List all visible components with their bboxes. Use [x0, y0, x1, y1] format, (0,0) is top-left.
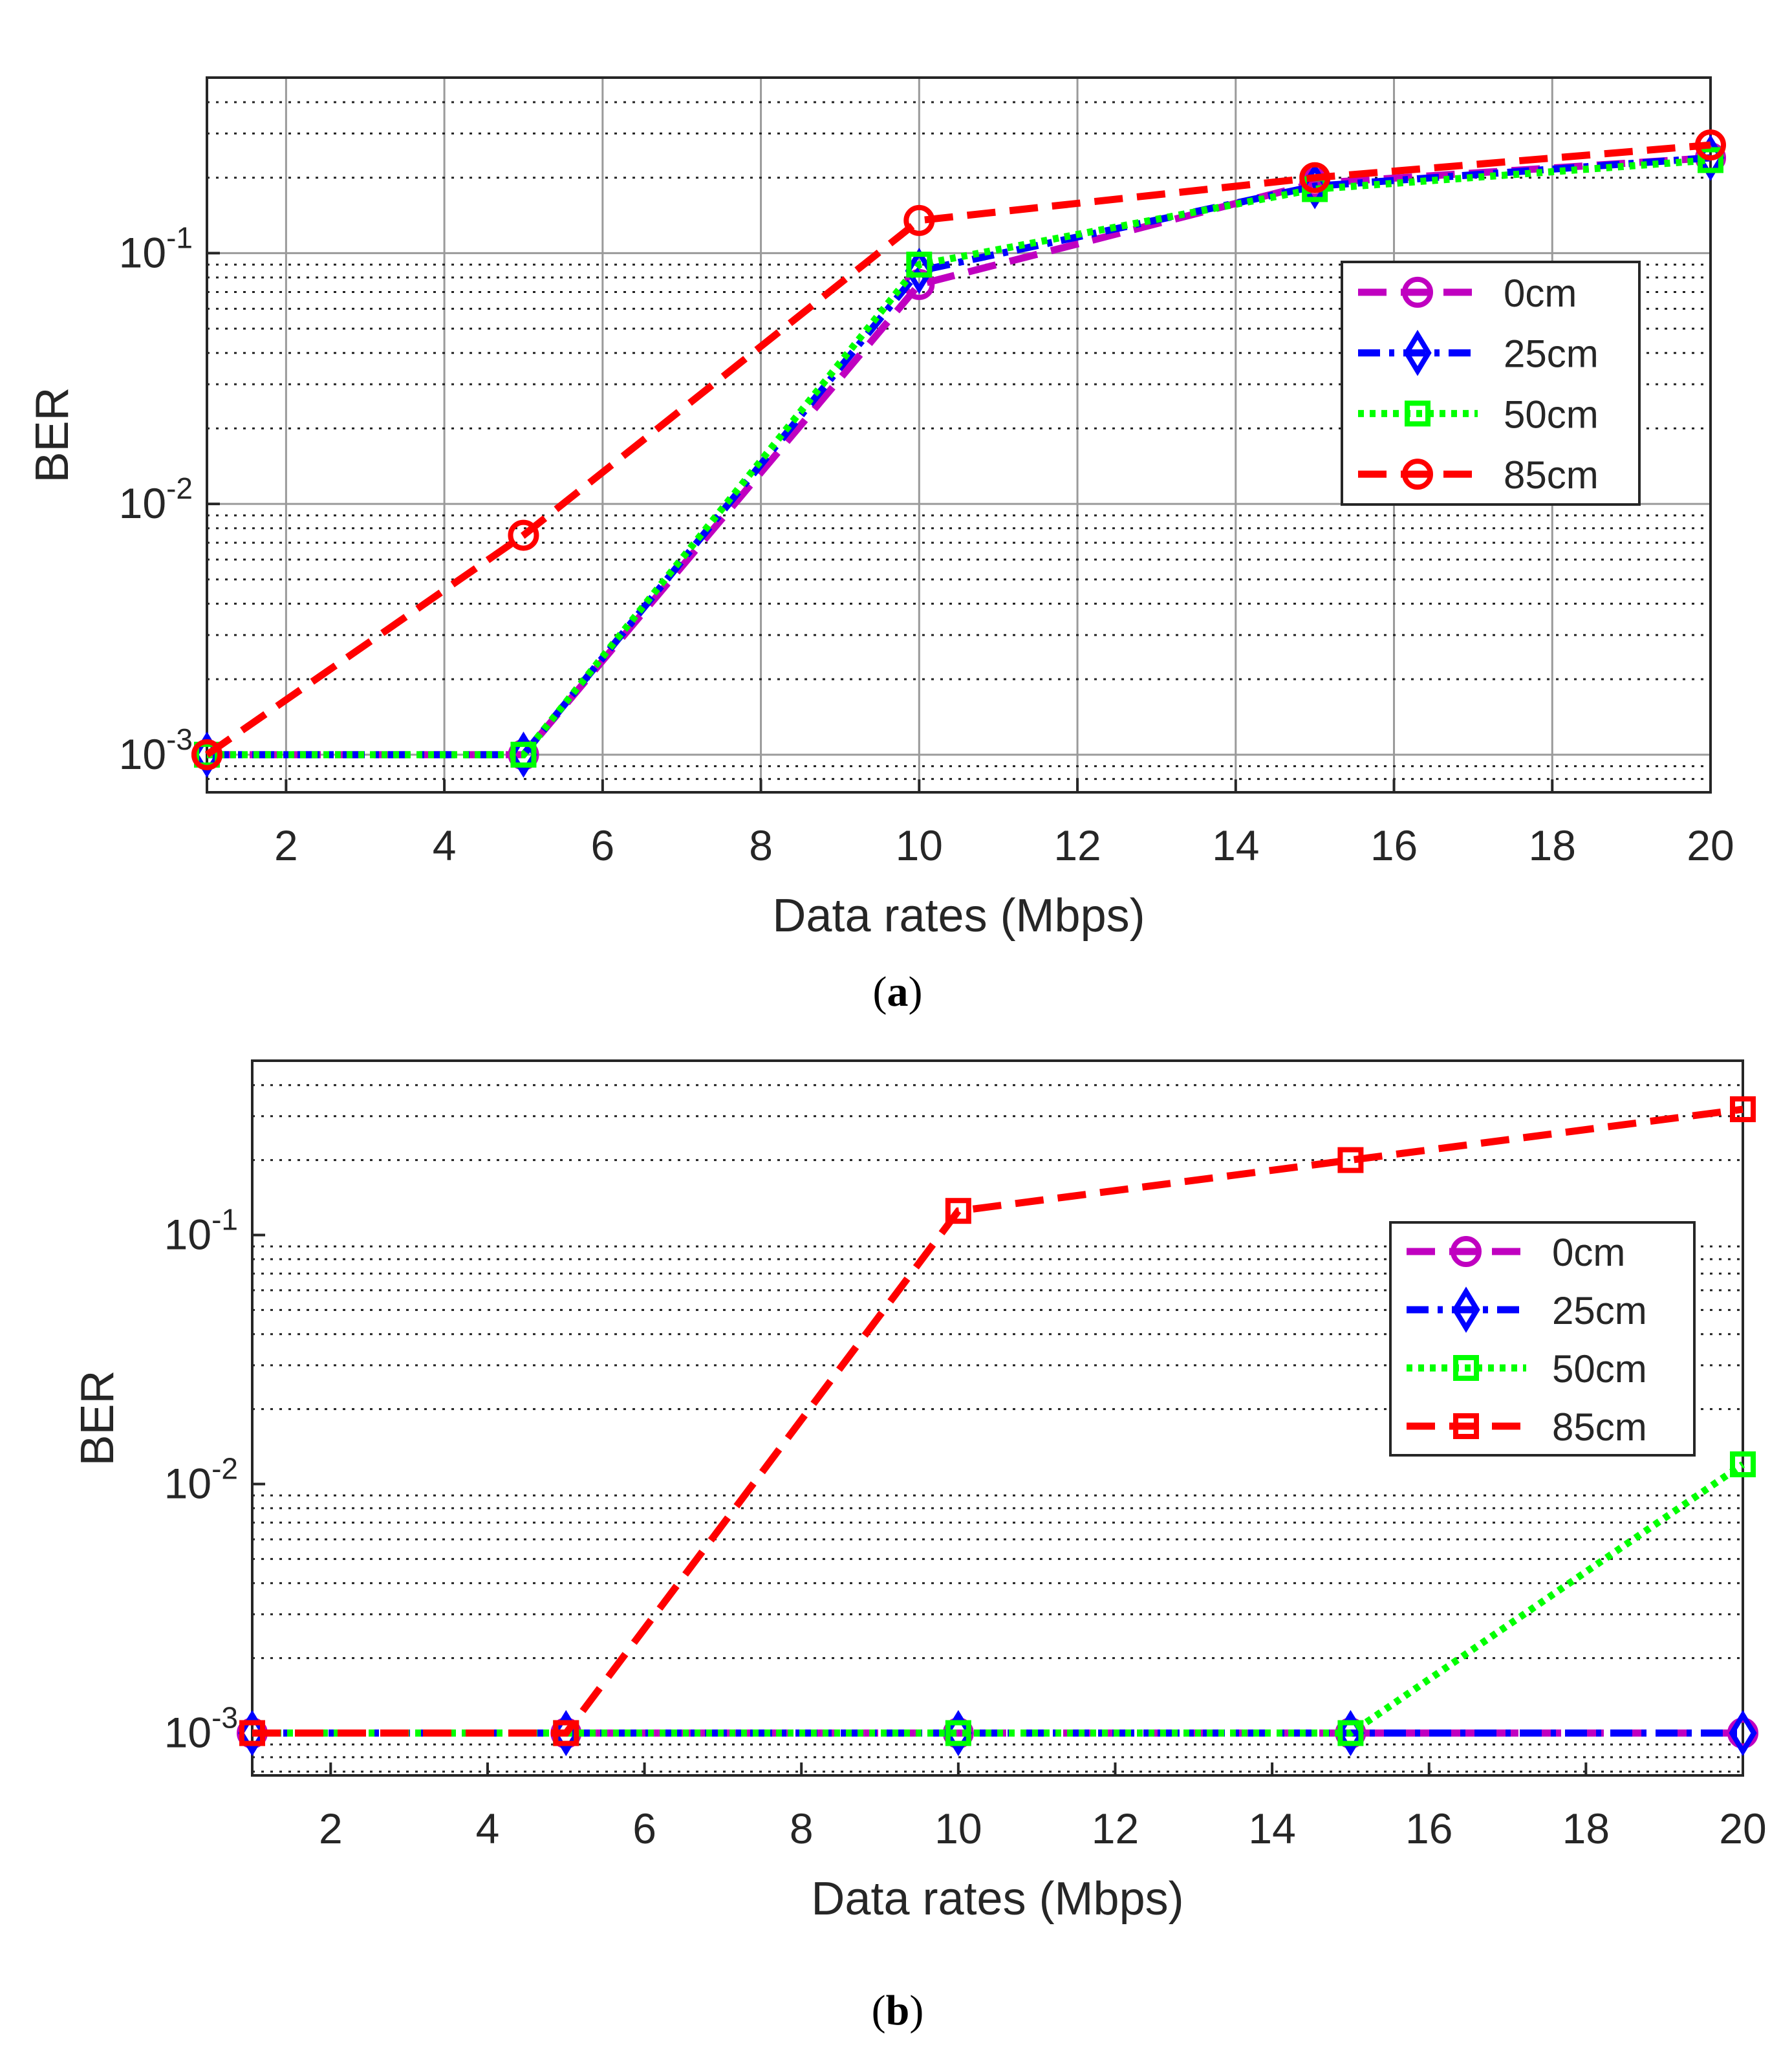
- x-tick-label: 6: [632, 1805, 656, 1852]
- chart-panel-a: 2 4 6 8 10 12 14 16 18 20 10-3 10-2 10-1 Data rates (…: [27, 76, 1734, 1015]
- data-point-85cm: [1337, 1147, 1364, 1173]
- legend-marker-25cm: [1452, 1286, 1480, 1333]
- data-point-25cm: [1729, 1709, 1757, 1757]
- legend-marker-50cm: [1453, 1355, 1479, 1381]
- data-point-85cm: [239, 1720, 265, 1746]
- data-point-25cm: [238, 1709, 266, 1757]
- x-tick-label: 4: [476, 1805, 500, 1852]
- legend-marker-0cm: [1402, 276, 1433, 308]
- x-tick-label: 8: [749, 821, 773, 869]
- legend-label-25cm: 25cm: [1552, 1289, 1647, 1332]
- series-line-85cm: [204, 141, 1711, 758]
- data-point-85cm: [553, 1720, 579, 1746]
- legend-label-50cm: 50cm: [1504, 393, 1599, 436]
- legend-marker-50cm: [1405, 400, 1430, 427]
- data-point-85cm: [1730, 1096, 1756, 1123]
- y-tick-label: 10-1: [164, 1203, 238, 1259]
- series-line-85cm: [252, 1105, 1743, 1737]
- x-tick-label: 12: [1092, 1805, 1139, 1852]
- data-point-85cm: [191, 739, 222, 770]
- x-axis-label: Data rates (Mbps): [811, 1873, 1183, 1925]
- data-point-50cm: [906, 252, 933, 278]
- legend-marker-85cm: [1453, 1413, 1479, 1439]
- y-tick-label: 10-2: [119, 472, 193, 527]
- plot-area-frame: [251, 1059, 1744, 1777]
- legend-marker-25cm: [1403, 329, 1432, 376]
- legend-label-85cm: 85cm: [1552, 1405, 1647, 1449]
- data-point-50cm: [510, 741, 537, 768]
- data-point-85cm: [1695, 129, 1726, 161]
- x-axis-label: Data rates (Mbps): [772, 890, 1145, 942]
- y-axis-label: BER: [72, 1370, 124, 1466]
- legend-marker-0cm: [1451, 1236, 1482, 1267]
- x-tick-label: 14: [1248, 1805, 1295, 1852]
- data-point-50cm: [1730, 1451, 1756, 1478]
- panel-caption: (b): [872, 1987, 924, 2034]
- data-point-85cm: [1299, 162, 1331, 193]
- x-tick-label: 20: [1719, 1805, 1766, 1852]
- x-tick-label: 2: [319, 1805, 343, 1852]
- series-line-25cm: [207, 154, 1711, 759]
- legend-label-25cm: 25cm: [1504, 332, 1599, 376]
- x-tick-label: 8: [790, 1805, 814, 1852]
- data-point-50cm: [945, 1720, 971, 1746]
- y-tick-label: 10-1: [119, 221, 193, 276]
- legend-marker-85cm: [1402, 459, 1433, 490]
- y-tick-label: 10-3: [119, 722, 193, 778]
- x-tick-label: 12: [1053, 821, 1101, 869]
- legend-box: [1389, 1221, 1696, 1457]
- legend-label-0cm: 0cm: [1504, 272, 1577, 315]
- data-point-50cm: [1337, 1720, 1364, 1746]
- x-tick-label: 4: [433, 821, 457, 869]
- x-tick-label: 18: [1529, 821, 1576, 869]
- y-axis-label: BER: [27, 387, 78, 482]
- data-point-85cm: [945, 1198, 971, 1224]
- data-point-85cm: [508, 519, 539, 551]
- x-tick-label: 6: [590, 821, 614, 869]
- y-tick-label: 10-2: [164, 1452, 238, 1508]
- legend-label-0cm: 0cm: [1552, 1231, 1625, 1274]
- data-point-25cm: [905, 248, 933, 294]
- series-line-0cm: [207, 154, 1711, 759]
- x-tick-label: 16: [1405, 1805, 1452, 1852]
- x-tick-label: 10: [896, 821, 943, 869]
- chart-panel-b: 2 4 6 8 10 12 14 16 18 20 10-3 10-2 10-1 Data rates (…: [72, 1059, 1767, 2034]
- data-point-25cm: [944, 1709, 973, 1757]
- panel-caption: (a): [873, 968, 923, 1015]
- y-tick-label: 10-3: [164, 1701, 238, 1757]
- data-point-50cm: [1698, 147, 1723, 173]
- data-point-85cm: [903, 204, 935, 236]
- x-tick-label: 14: [1212, 821, 1259, 869]
- series-line-50cm: [207, 157, 1711, 759]
- data-point-25cm: [509, 732, 538, 778]
- x-tick-label: 2: [274, 821, 298, 869]
- legend-label-50cm: 50cm: [1552, 1347, 1647, 1391]
- x-tick-label: 20: [1687, 821, 1734, 869]
- legend-label-85cm: 85cm: [1504, 453, 1599, 497]
- plot-area-frame: [206, 76, 1712, 794]
- x-tick-label: 18: [1562, 1805, 1610, 1852]
- x-tick-label: 10: [934, 1805, 982, 1852]
- legend-box: [1341, 261, 1641, 506]
- x-tick-label: 16: [1370, 821, 1418, 869]
